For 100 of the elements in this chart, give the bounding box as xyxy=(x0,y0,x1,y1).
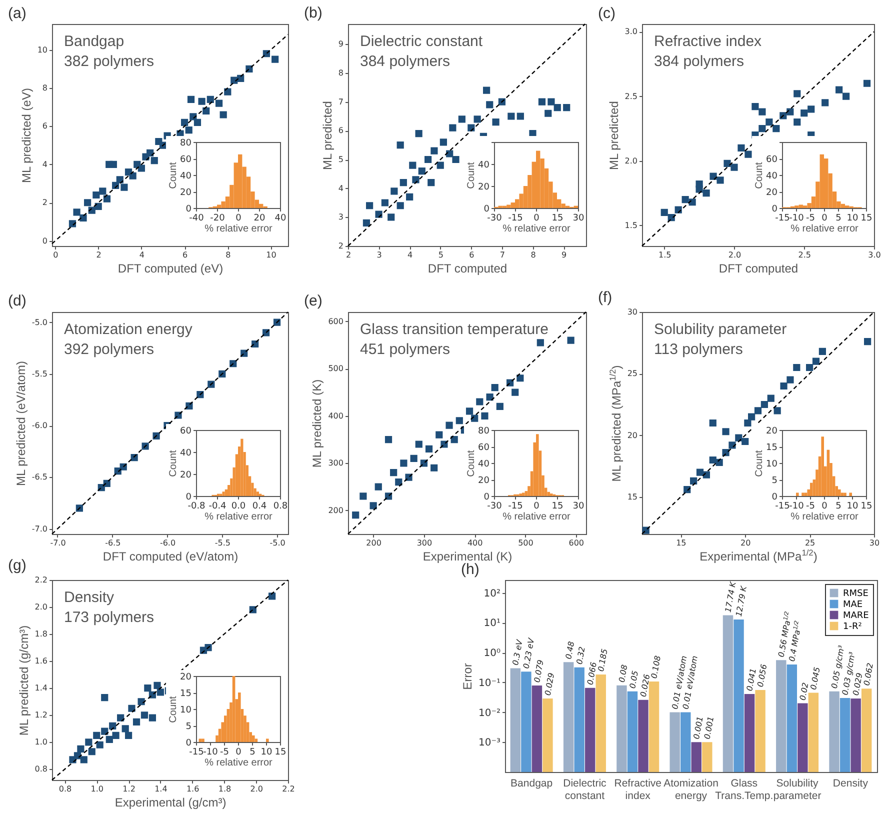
x-tick-label: -5.5 xyxy=(214,538,230,548)
x-tick-label: 2.0 xyxy=(728,250,742,260)
data-label: 0.026 xyxy=(638,674,652,698)
chart-title: (f) xyxy=(598,289,612,306)
chart-title: (a) xyxy=(8,5,26,22)
x-tick-label: 0 xyxy=(236,748,242,758)
x-tick-label: 0 xyxy=(534,214,540,224)
y-tick-label: 20 xyxy=(180,672,192,682)
x-axis-title: Experimental (K) xyxy=(422,550,512,564)
x-tick-label: 30 xyxy=(869,538,880,548)
y-tick-label: 20 xyxy=(478,476,490,486)
legend-label: 1-R² xyxy=(843,622,862,632)
y-tick-label: 80 xyxy=(180,138,192,148)
y-tick-label: 60 xyxy=(180,426,192,436)
data-label: 0.029 xyxy=(543,672,556,696)
y-tick-label: 8 xyxy=(42,84,48,92)
y-tick-label: 0 xyxy=(484,492,490,502)
x-tick-label: 1.2 xyxy=(122,784,136,794)
y-tick-label: 15 xyxy=(766,443,778,453)
y-axis-title: Count xyxy=(754,450,766,477)
x-tick-label: 10 xyxy=(266,250,276,260)
x-tick-label: 2.5 xyxy=(798,250,811,260)
x-tick-label: -5 xyxy=(806,502,815,512)
x-tick-label: 500 xyxy=(518,538,534,548)
y-axis-title: Count xyxy=(168,162,180,189)
y-tick-label: 1.4 xyxy=(34,684,48,693)
y-tick-label: 400 xyxy=(328,411,344,420)
y-tick-label: 80 xyxy=(478,426,490,436)
y-tick-label: 0 xyxy=(186,492,192,502)
x-axis-title: % relative error xyxy=(502,512,572,522)
y-tick-label: 20 xyxy=(766,426,778,436)
x-tick-label: -15 xyxy=(775,502,790,512)
x-tick-label: 0.4 xyxy=(252,502,267,512)
x-tick-label: 5 xyxy=(250,748,256,758)
annotation: 382 polymers xyxy=(64,53,154,70)
x-tick-label: 25 xyxy=(804,538,816,548)
y-tick-label: 0 xyxy=(42,236,48,246)
legend-label: RMSE xyxy=(843,589,869,599)
data-label: 0.041 xyxy=(745,668,758,692)
y-tick-label: 1.8 xyxy=(34,630,48,639)
y-tick-label: 0 xyxy=(186,204,192,214)
data-label: 0.066 xyxy=(586,661,599,686)
y-axis-title: ML predicted (eV) xyxy=(19,88,34,183)
x-tick-label: -10 xyxy=(789,214,804,224)
data-label: 0.185 xyxy=(596,648,610,672)
data-label: 0.02 xyxy=(798,682,810,702)
chart-title: (h) xyxy=(461,561,480,578)
data-label: 0.001 xyxy=(692,716,705,740)
data-label: 0.056 xyxy=(756,664,769,688)
y-tick-label: 10⁻³ xyxy=(478,738,500,749)
y-tick-label: 40 xyxy=(478,160,490,170)
y-tick-label: 9 xyxy=(338,40,344,49)
y-tick-label: -7.0 xyxy=(32,524,48,534)
annotation: Glass transition temperature xyxy=(360,321,548,338)
y-axis-title: Error xyxy=(460,663,474,690)
y-tick-label: 10⁻² xyxy=(478,708,500,719)
data-label: 0.108 xyxy=(650,655,662,680)
x-tick-label: 5 xyxy=(836,502,842,512)
y-tick-label: 20 xyxy=(180,188,192,198)
x-tick-label: 15 xyxy=(860,214,872,224)
y-tick-label: 20 xyxy=(766,188,778,198)
annotation: 392 polymers xyxy=(64,341,154,358)
y-tick-label: 60 xyxy=(766,155,778,165)
x-tick-label: -30 xyxy=(487,214,502,224)
y-tick-label: 20 xyxy=(180,470,192,480)
x-tick-label: 0 xyxy=(534,502,540,512)
x-tick-label: -15 xyxy=(508,502,523,512)
x-tick-label: 15 xyxy=(552,214,564,224)
x-tick-label: 4 xyxy=(139,250,144,260)
y-tick-label: 10 xyxy=(37,45,48,54)
x-tick-label: 1.4 xyxy=(154,784,168,794)
x-tick-label: Dielectric constant xyxy=(563,778,606,802)
x-tick-label: 8 xyxy=(226,250,231,260)
x-axis-title: DFT computed (eV) xyxy=(118,262,224,276)
chart-title: (b) xyxy=(304,4,322,22)
data-label: 0.062 xyxy=(862,662,876,686)
y-axis-title: ML predicted (eV/atom) xyxy=(14,361,28,486)
x-tick-label: 15 xyxy=(552,502,564,512)
x-tick-label: 5 xyxy=(836,214,842,224)
y-tick-label: 2 xyxy=(338,242,344,250)
x-tick-label: 9 xyxy=(561,250,567,260)
y-tick-label: 0 xyxy=(772,492,778,502)
x-tick-label: 20 xyxy=(740,538,751,548)
x-tick-label: 0 xyxy=(822,502,828,512)
chart-title: (e) xyxy=(304,292,322,310)
annotation: Refractive index xyxy=(654,33,762,50)
chart-title: (d) xyxy=(8,292,26,310)
x-tick-label: -15 xyxy=(189,748,204,758)
y-tick-label: 10⁰ xyxy=(484,648,500,660)
x-tick-label: 15 xyxy=(860,502,872,512)
x-tick-label: -5 xyxy=(220,748,229,758)
y-tick-label: 1.2 xyxy=(34,710,48,720)
y-tick-label: 20 xyxy=(627,430,638,440)
x-axis-title: % relative error xyxy=(204,758,274,768)
y-axis-title: Count xyxy=(466,450,478,477)
x-axis-title: % relative error xyxy=(204,224,274,234)
x-tick-label: Density xyxy=(832,778,869,790)
y-tick-label: 6 xyxy=(42,122,48,131)
y-tick-label: -6.0 xyxy=(32,421,48,430)
annotation: 173 polymers xyxy=(64,609,154,626)
